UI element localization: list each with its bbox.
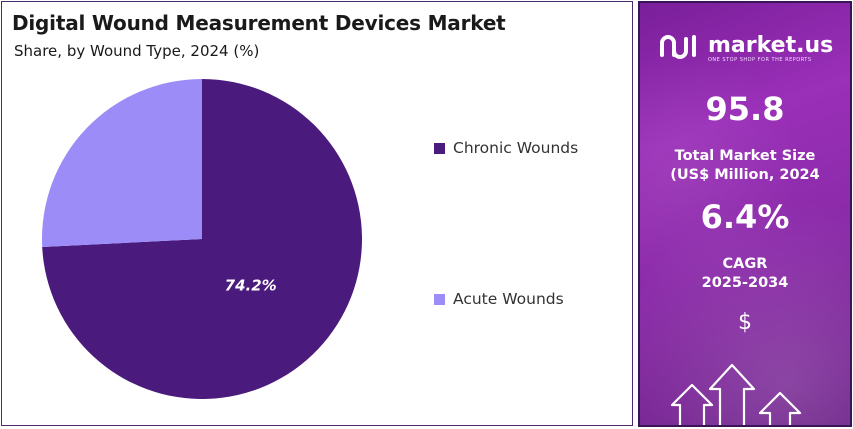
legend-swatch-chronic	[434, 142, 445, 154]
legend-label-chronic: Chronic Wounds	[453, 139, 579, 157]
brand-name: market.us	[708, 33, 834, 58]
pie-data-label-chronic-wounds: 74.2%	[225, 276, 277, 294]
cagr-value: 6.4%	[700, 198, 790, 236]
summary-panel: market.us ONE STOP SHOP FOR THE REPORTS …	[638, 1, 852, 427]
legend-item-acute: Acute Wounds	[434, 290, 564, 308]
market-us-logo-icon	[660, 35, 696, 59]
cagr-label-line2: 2025-2034	[701, 275, 789, 291]
brand-tagline: ONE STOP SHOP FOR THE REPORTS	[708, 57, 812, 63]
legend-swatch-acute	[434, 293, 445, 305]
chart-title: Digital Wound Measurement Devices Market	[12, 11, 506, 35]
market-size-value: 95.8	[705, 90, 785, 128]
chart-subtitle: Share, by Wound Type, 2024 (%)	[14, 42, 260, 60]
dollar-icon: $	[738, 310, 752, 335]
market-size-label-line2: (US$ Million, 2024	[670, 167, 820, 183]
pie-chart: 74.2%	[42, 79, 362, 399]
chart-panel: Digital Wound Measurement Devices Market…	[1, 1, 633, 426]
market-size-label-line1: Total Market Size	[674, 148, 816, 164]
pie-slice-chronic-wounds	[42, 79, 362, 399]
brand-logo: market.us	[658, 33, 833, 59]
pie-slice-acute-wounds	[42, 79, 202, 248]
cagr-label-line1: CAGR	[722, 256, 768, 272]
legend-label-acute: Acute Wounds	[453, 290, 564, 308]
legend-item-chronic: Chronic Wounds	[434, 139, 578, 157]
growth-arrows-icon	[670, 363, 802, 425]
